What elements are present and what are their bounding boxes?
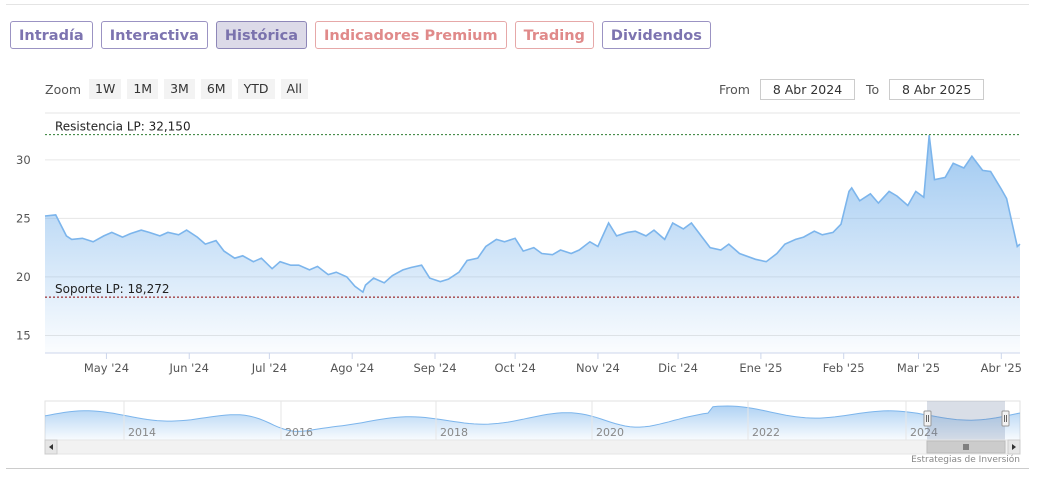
navigator-tick-label: 2014 (128, 426, 156, 439)
resistance-label: Resistencia LP: 32,150 (55, 120, 191, 134)
tab-dividendos[interactable]: Dividendos (601, 21, 711, 49)
x-tick-label: Oct '24 (494, 361, 535, 375)
to-date-input[interactable]: 8 Abr 2025 (889, 79, 985, 100)
top-divider (6, 4, 1029, 5)
to-label: To (865, 82, 880, 97)
tab-intradia[interactable]: Intradía (10, 21, 93, 49)
navigator-handle-left[interactable] (923, 410, 932, 427)
from-date-input[interactable]: 8 Abr 2024 (759, 79, 855, 100)
price-line (44, 135, 1021, 294)
y-tick-label: 15 (16, 328, 31, 342)
navigator-line (44, 405, 1021, 432)
x-tick-label: Ene '25 (739, 361, 782, 375)
bottom-divider (6, 468, 1029, 469)
navigator-area (45, 406, 1020, 440)
y-tick-label: 20 (16, 270, 31, 284)
navigator-selection (927, 401, 1005, 440)
scrollbar-track (44, 439, 1021, 455)
zoom-3m-button[interactable]: 3M (164, 79, 195, 99)
tab-historica[interactable]: Histórica (215, 21, 308, 49)
x-tick-label: Mar '25 (897, 361, 940, 375)
zoom-1m-button[interactable]: 1M (127, 79, 159, 99)
navigator-tick-label: 2018 (440, 426, 468, 439)
x-tick-label: Feb '25 (823, 361, 865, 375)
x-tick-label: Nov '24 (576, 361, 620, 375)
x-tick-label: Sep '24 (413, 361, 456, 375)
tab-indicadores-premium[interactable]: Indicadores Premium (315, 21, 507, 49)
tab-interactiva[interactable]: Interactiva (100, 21, 208, 49)
x-tick-label: Abr '25 (981, 361, 1022, 375)
navigator-tick-label: 2022 (752, 426, 780, 439)
price-area (45, 135, 1020, 353)
chart-credit: Estrategias de Inversión (911, 455, 1020, 465)
navigator-tick-label: 2020 (596, 426, 624, 439)
zoom-all-button[interactable]: All (280, 79, 309, 99)
navigator-tick-label: 2024 (910, 426, 938, 439)
zoom-1w-button[interactable]: 1W (89, 79, 122, 99)
scroll-left-arrow-icon (49, 444, 53, 450)
navigator-tick-label: 2016 (285, 426, 313, 439)
navigator-handle-right[interactable] (1001, 410, 1010, 427)
x-tick-label: Dic '24 (658, 361, 698, 375)
zoom-ytd-button[interactable]: YTD (237, 79, 275, 99)
x-tick-label: May '24 (84, 361, 129, 375)
support-label: Soporte LP: 18,272 (55, 282, 170, 296)
tab-bar: Intradía Interactiva Histórica Indicador… (10, 21, 711, 49)
zoom-label: Zoom (45, 81, 82, 97)
x-tick-label: Ago '24 (330, 361, 374, 375)
y-tick-label: 25 (16, 211, 31, 225)
from-label: From (719, 82, 750, 97)
y-tick-label: 30 (16, 153, 31, 167)
zoom-6m-button[interactable]: 6M (200, 79, 232, 99)
scroll-right-arrow-icon (1012, 444, 1016, 450)
tab-trading[interactable]: Trading (514, 21, 594, 49)
x-tick-label: Jun '24 (169, 361, 209, 375)
x-tick-label: Jul '24 (251, 361, 287, 375)
zoom-selector: Zoom 1W 1M 3M 6M YTD All (45, 79, 309, 99)
date-range: From 8 Abr 2024 To 8 Abr 2025 (719, 79, 985, 100)
